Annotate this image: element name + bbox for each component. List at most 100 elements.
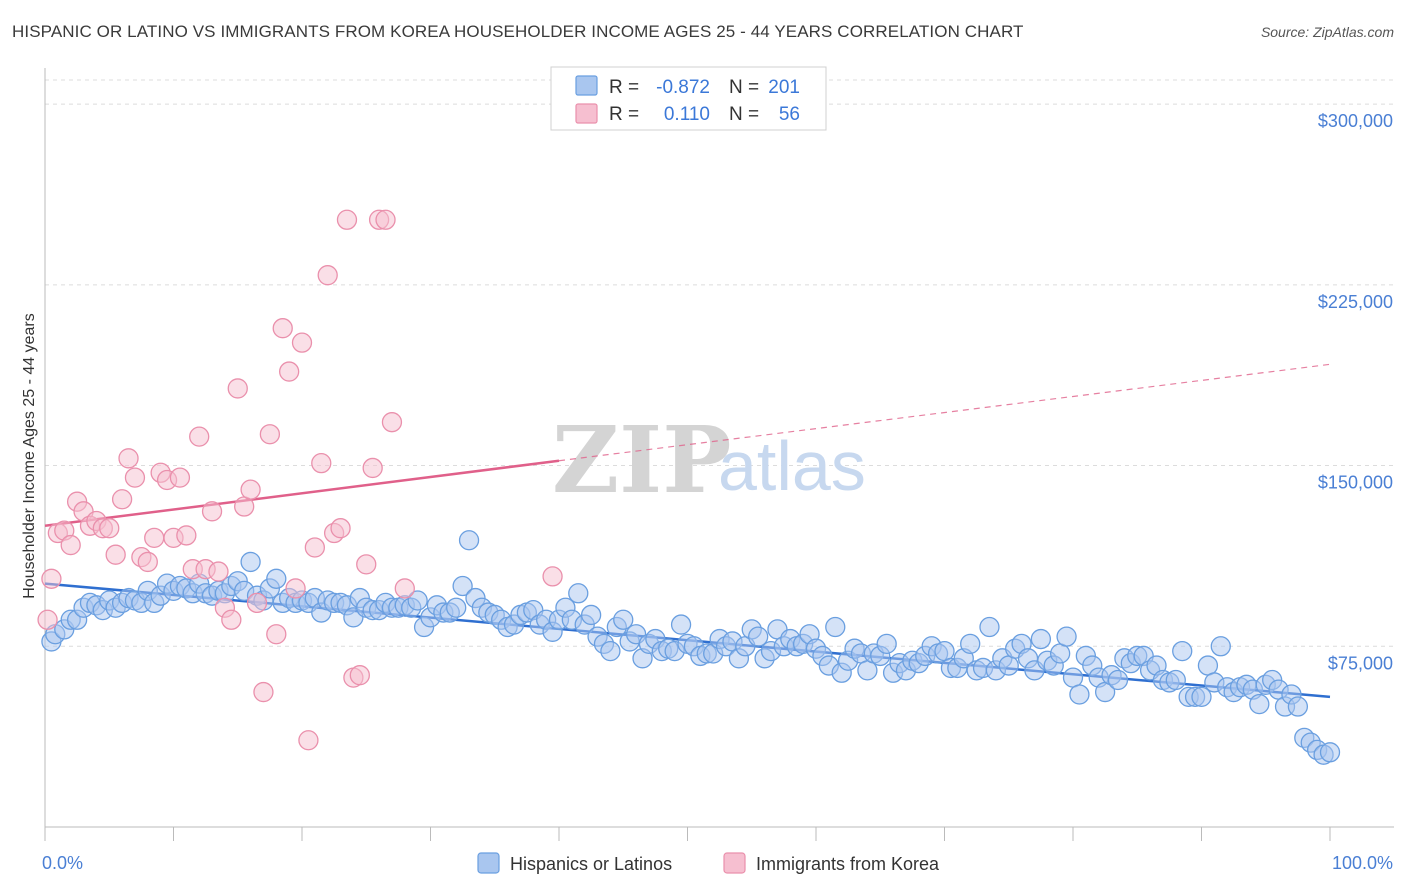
point-0-63 <box>446 597 467 618</box>
point-0-146 <box>979 616 1000 638</box>
point-1-26 <box>201 501 223 522</box>
point-0-89 <box>613 609 634 630</box>
stats-n-label-2: N = <box>729 104 759 125</box>
point-0-110 <box>748 626 769 647</box>
point-0-35 <box>266 568 287 589</box>
point-0-157 <box>1050 643 1071 664</box>
chart-title: HISPANIC OR LATINO VS IMMIGRANTS FROM KO… <box>12 22 1024 41</box>
source-label: Source: ZipAtlas.com <box>1260 24 1394 40</box>
point-0-149 <box>998 655 1019 676</box>
point-0-57 <box>407 590 428 611</box>
point-1-27 <box>208 561 229 582</box>
point-1-38 <box>278 361 300 382</box>
point-1-46 <box>330 518 351 539</box>
point-1-56 <box>542 566 563 587</box>
legend-swatch-korea <box>723 852 746 874</box>
point-1-40 <box>291 332 313 353</box>
point-1-35 <box>259 424 281 445</box>
stats-r-value-2: 0.110 <box>664 104 710 125</box>
stats-r-label-1: R = <box>609 77 639 98</box>
point-1-31 <box>234 496 255 517</box>
point-1-1 <box>41 568 62 589</box>
point-1-4 <box>60 534 81 556</box>
legend-label-hispanic: Hispanics or Latinos <box>510 854 672 874</box>
point-1-36 <box>266 624 287 645</box>
point-0-176 <box>1172 640 1193 662</box>
y-tick-label-1: $150,000 <box>1318 473 1393 493</box>
y-axis-label: Householder Income Ages 25 - 44 years <box>21 313 38 599</box>
legend-label-korea: Immigrants from Korea <box>756 854 940 874</box>
point-0-139 <box>934 640 955 662</box>
point-0-194 <box>1287 696 1309 717</box>
point-1-21 <box>169 467 191 488</box>
point-1-44 <box>317 265 338 286</box>
point-0-64 <box>452 575 473 597</box>
stats-n-label-1: N = <box>729 77 759 98</box>
stats-r-label-2: R = <box>609 104 639 125</box>
data-points <box>37 209 1341 765</box>
point-0-179 <box>1191 686 1212 708</box>
point-0-166 <box>1107 669 1129 691</box>
trend-line-korea-extrapolated <box>558 363 1331 462</box>
stats-n-value-2: 56 <box>779 104 800 125</box>
x-tick-label-min: 0.0% <box>42 853 83 873</box>
point-1-42 <box>304 537 326 558</box>
series-legend: Hispanics or Latinos Immigrants from Kor… <box>477 852 940 874</box>
point-1-37 <box>272 318 293 339</box>
point-0-154 <box>1030 628 1052 650</box>
point-1-29 <box>221 609 242 630</box>
stats-r-value-1: -0.872 <box>656 77 710 98</box>
watermark-zip: ZIP <box>552 406 731 514</box>
point-0-84 <box>580 604 602 626</box>
point-1-54 <box>381 412 403 433</box>
point-0-143 <box>960 633 981 655</box>
point-0-160 <box>1069 684 1090 705</box>
point-1-49 <box>349 665 370 686</box>
point-1-10 <box>99 518 120 539</box>
point-1-53 <box>375 209 396 230</box>
point-0-180 <box>1197 655 1219 676</box>
point-0-82 <box>568 583 589 604</box>
trend-line-korea <box>44 459 560 528</box>
point-1-55 <box>394 578 415 599</box>
point-0-65 <box>458 530 480 551</box>
point-0-158 <box>1056 626 1077 647</box>
point-0-87 <box>600 640 621 662</box>
stats-legend: R = -0.872 N = 201 R = 0.110 N = 56 <box>550 66 827 131</box>
point-0-182 <box>1210 636 1231 657</box>
x-tick-label-max: 100.0% <box>1332 853 1393 873</box>
point-0-199 <box>1319 742 1341 763</box>
point-1-13 <box>118 448 139 469</box>
point-1-11 <box>105 544 126 565</box>
legend-swatch-hispanic <box>477 852 500 874</box>
point-1-50 <box>356 554 377 575</box>
point-1-34 <box>253 681 274 703</box>
point-1-30 <box>227 378 248 399</box>
x-tick-labels: 0.0% 100.0% <box>42 853 1393 873</box>
point-1-22 <box>176 525 197 546</box>
point-0-188 <box>1249 693 1270 715</box>
point-1-51 <box>362 457 383 479</box>
stats-n-value-1: 201 <box>768 77 800 98</box>
point-1-24 <box>189 426 210 447</box>
y-tick-label-3: $300,000 <box>1318 111 1393 131</box>
point-0-98 <box>670 614 692 635</box>
y-tick-label-0: $75,000 <box>1328 653 1393 673</box>
stats-swatch-blue <box>575 75 598 96</box>
watermark: ZIP atlas <box>552 406 866 514</box>
point-1-0 <box>37 609 58 630</box>
point-1-47 <box>336 209 358 230</box>
y-tick-labels: $75,000 $150,000 $225,000 $300,000 <box>1318 111 1393 673</box>
point-0-175 <box>1165 669 1186 691</box>
point-1-43 <box>311 452 332 474</box>
watermark-atlas: atlas <box>718 427 866 505</box>
axes <box>44 68 1394 841</box>
point-1-12 <box>111 489 133 510</box>
stats-swatch-pink <box>575 103 598 124</box>
point-0-130 <box>876 633 897 655</box>
point-1-39 <box>285 578 306 599</box>
point-1-41 <box>298 730 319 751</box>
point-1-17 <box>144 527 165 548</box>
point-0-159 <box>1062 667 1084 688</box>
